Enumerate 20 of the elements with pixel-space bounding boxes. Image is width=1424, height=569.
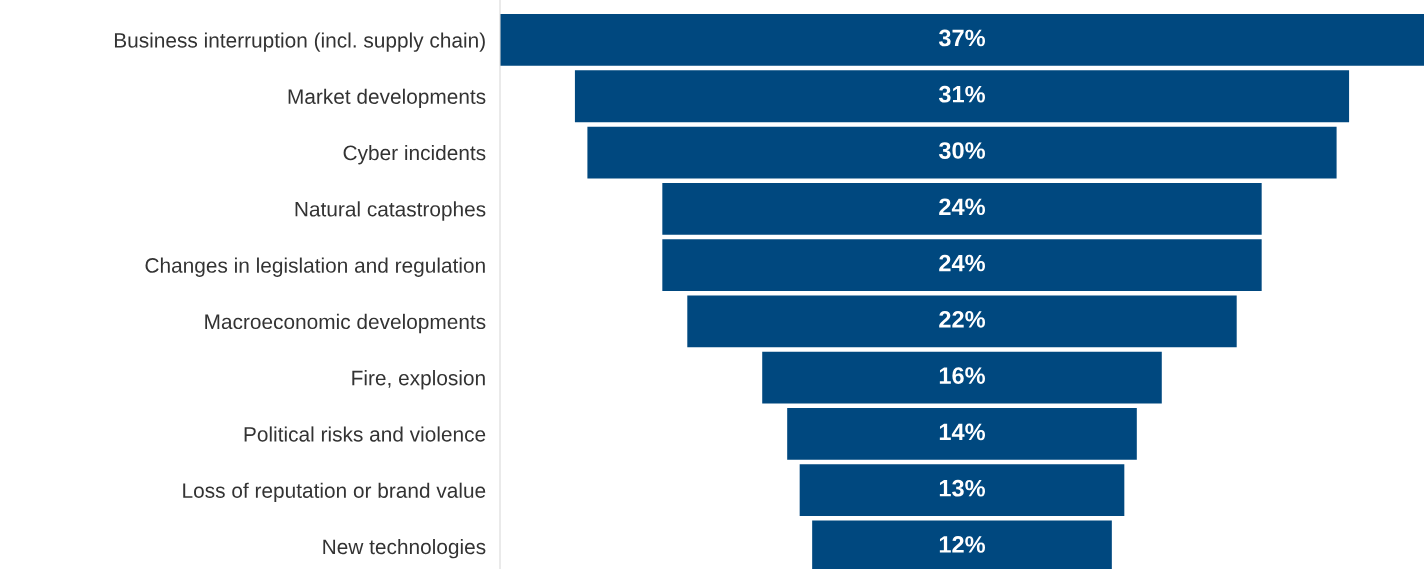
data-label: 22% [939, 310, 986, 328]
data-label: 30% [938, 142, 986, 159]
category-label: Political risks and violence [244, 426, 486, 442]
category-label: Market developments [288, 88, 486, 109]
category-label: Cyber incidents [343, 144, 486, 165]
data-label: 24% [939, 254, 986, 272]
category-label: Natural catastrophes [295, 201, 486, 221]
data-label: 14% [939, 423, 986, 441]
category-label: Macroeconomic developments [205, 313, 486, 334]
data-label: 16% [939, 367, 986, 384]
category-label: New technologies [323, 538, 486, 559]
category-label: Business interruption (incl. supply chain) [114, 32, 485, 52]
data-label: 12% [939, 536, 986, 553]
data-label: 31% [938, 85, 986, 103]
data-label: 13% [939, 479, 986, 497]
data-label: 24% [939, 198, 986, 216]
category-label: Changes in legislation and regulation [145, 257, 485, 277]
data-label: 37% [938, 29, 986, 47]
category-label: Fire, explosion [352, 370, 485, 390]
category-label: Loss of reputation or brand value [183, 482, 486, 503]
